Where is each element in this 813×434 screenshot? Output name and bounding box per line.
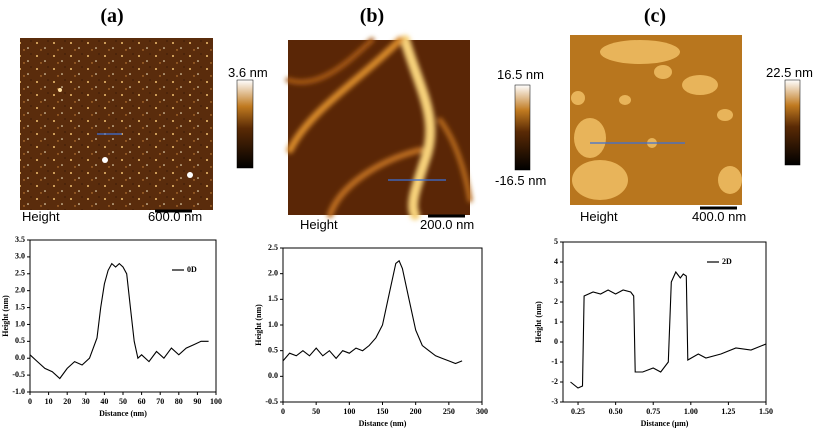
- y-tick-label: 0.5: [15, 336, 25, 345]
- x-tick-label: 0: [28, 397, 32, 406]
- afm-image: [570, 35, 742, 205]
- x-tick-label: 20: [63, 397, 71, 406]
- y-tick-label: 0: [554, 337, 558, 346]
- x-tick-label: 10: [45, 397, 53, 406]
- x-tick-label: 90: [193, 397, 201, 406]
- x-tick-label: 40: [100, 397, 108, 406]
- y-tick-label: 2.0: [15, 285, 25, 294]
- y-tick-label: -0.5: [12, 370, 25, 379]
- scale-bar-label: 200.0 nm: [420, 217, 474, 232]
- y-tick-label: 1.5: [268, 294, 278, 303]
- scale-bar-label: 600.0 nm: [148, 209, 202, 224]
- y-tick-label: 0.5: [268, 345, 278, 354]
- y-tick-label: -2: [551, 377, 558, 386]
- height-label: Height: [22, 209, 60, 224]
- x-tick-label: 1.25: [721, 407, 735, 416]
- y-tick-label: 3.0: [15, 252, 25, 261]
- y-axis-label: Height (nm): [534, 301, 543, 343]
- height-label: Height: [300, 217, 338, 232]
- charts: -1.0-0.50.00.51.01.52.02.53.03.50 10 20 30 4…: [1, 235, 773, 428]
- x-tick-label: 50: [312, 407, 320, 416]
- y-tick-label: -1.0: [12, 387, 25, 396]
- panel-label: (b): [360, 5, 384, 27]
- y-tick-label: 0.0: [268, 371, 278, 380]
- x-tick-label: 0.75: [646, 407, 660, 416]
- y-tick-label: 1.5: [15, 302, 25, 311]
- x-tick-label: 300: [476, 407, 488, 416]
- data-line: [29, 262, 209, 380]
- y-tick-label: 5: [554, 237, 558, 246]
- x-tick-label: 0.25: [571, 407, 585, 416]
- x-tick-label: 1.00: [684, 407, 698, 416]
- x-tick-label: 100: [343, 407, 355, 416]
- y-tick-label: 2: [554, 297, 558, 306]
- colorbar: [236, 79, 254, 169]
- colorbar-label: 22.5 nm: [766, 65, 813, 80]
- height-label: Height: [580, 209, 618, 224]
- x-tick-label: 100: [210, 397, 222, 406]
- y-tick-label: 2.5: [15, 269, 25, 278]
- x-tick-label: 1.50: [759, 407, 773, 416]
- colorbar: [784, 79, 801, 166]
- x-tick-label: 50: [119, 397, 127, 406]
- y-tick-label: 1.0: [15, 319, 25, 328]
- colorbar-label: 16.5 nm: [497, 67, 544, 82]
- x-tick-label: 70: [156, 397, 164, 406]
- colorbar: [514, 84, 531, 171]
- legend-label: 0D: [187, 265, 197, 274]
- x-axis-label: Distance (μm): [641, 419, 689, 428]
- y-tick-label: 3: [554, 277, 558, 286]
- scale-bar-label: 400.0 nm: [692, 209, 746, 224]
- x-tick-label: 60: [138, 397, 146, 406]
- y-tick-label: 1.0: [268, 320, 278, 329]
- x-tick-label: 0.50: [609, 407, 623, 416]
- plot-frame: [562, 241, 767, 403]
- x-tick-label: 200: [410, 407, 422, 416]
- colorbar-label: 3.6 nm: [228, 65, 268, 80]
- y-tick-label: 1: [554, 317, 558, 326]
- y-tick-label: 4: [554, 257, 558, 266]
- x-tick-label: 0: [281, 407, 285, 416]
- y-tick-label: -1: [551, 357, 558, 366]
- x-axis-label: Distance (nm): [359, 419, 407, 428]
- y-tick-label: 2.5: [268, 243, 278, 252]
- plot-frame: [29, 239, 217, 393]
- y-axis-label: Height (nm): [254, 304, 263, 346]
- y-axis-label: Height (nm): [1, 295, 10, 337]
- y-tick-label: 3.5: [15, 235, 25, 244]
- colorbar-label: -16.5 nm: [495, 173, 546, 188]
- x-axis-label: Distance (nm): [99, 409, 147, 418]
- x-tick-label: 150: [377, 407, 389, 416]
- data-line: [570, 270, 767, 389]
- x-tick-label: 30: [82, 397, 90, 406]
- x-tick-label: 80: [175, 397, 183, 406]
- afm-image: [20, 38, 213, 210]
- legend-label: 2D: [722, 257, 732, 266]
- y-tick-label: -0.5: [265, 397, 278, 406]
- y-tick-label: 2.0: [268, 268, 278, 277]
- y-tick-label: -3: [551, 397, 558, 406]
- x-tick-label: 250: [443, 407, 455, 416]
- panel-label: (a): [100, 5, 123, 27]
- data-line: [282, 259, 463, 365]
- panel-label: (c): [644, 5, 666, 27]
- y-tick-label: 0.0: [15, 353, 25, 362]
- afm-image: [285, 35, 473, 220]
